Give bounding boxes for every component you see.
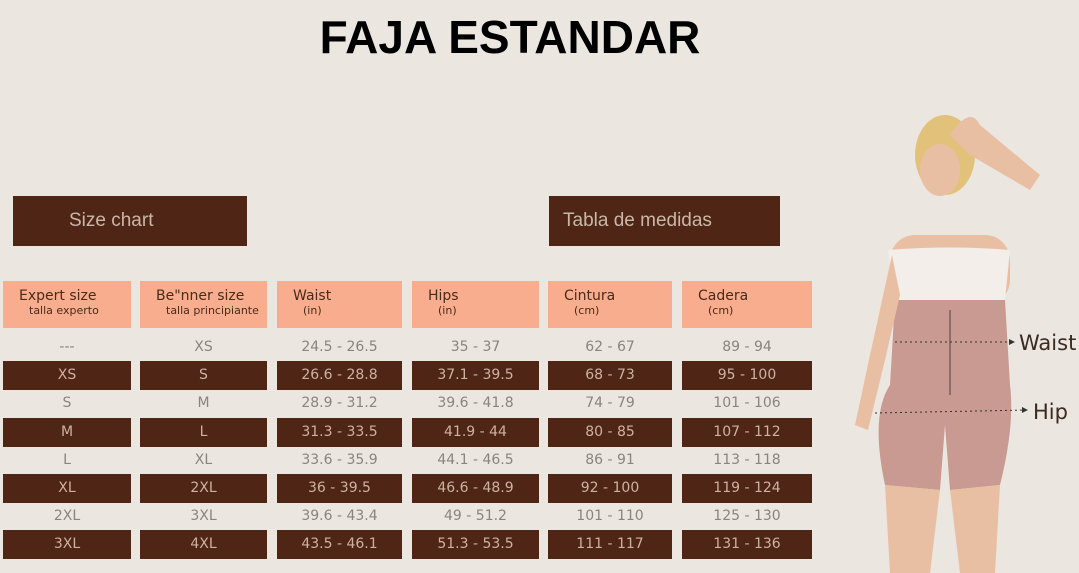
table-cell: 80 - 85 xyxy=(548,417,672,447)
banner: Tabla de medidas xyxy=(549,196,780,246)
table-cell: 3XL xyxy=(190,508,217,525)
table-cell: 68 - 73 xyxy=(548,361,672,391)
table-cell: 43.5 - 46.1 xyxy=(277,530,402,560)
header-name: Cintura xyxy=(564,288,616,304)
table-cell: L xyxy=(140,417,267,447)
table-cell: 2XL xyxy=(140,474,267,503)
header-sub: talla experto xyxy=(29,304,99,317)
table-cell: 101 - 110 xyxy=(576,508,644,525)
table-cell: XS xyxy=(194,339,213,355)
column-header: Hips (in) xyxy=(412,281,539,328)
table-cell: 37.1 - 39.5 xyxy=(412,361,539,391)
table-cell: 62 - 67 xyxy=(585,339,635,355)
column-header: Cadera (cm) xyxy=(682,281,812,328)
table-cell: M xyxy=(197,395,210,412)
model-figure xyxy=(855,115,1040,573)
table-cell: 46.6 - 48.9 xyxy=(412,474,539,503)
header-name: Cadera xyxy=(698,288,749,304)
header-sub: (cm) xyxy=(574,304,600,317)
header-name: Hips xyxy=(428,288,459,304)
table-cell: 24.5 - 26.5 xyxy=(301,339,378,355)
table-cell: 2XL xyxy=(53,508,81,525)
table-cell: 74 - 79 xyxy=(585,395,635,412)
column-header: Waist (in) xyxy=(277,281,402,328)
table-cell: 107 - 112 xyxy=(682,417,812,447)
header-sub: (in) xyxy=(303,304,322,317)
table-cell: 86 - 91 xyxy=(585,451,635,468)
header-sub: talla principiante xyxy=(166,304,259,317)
table-cell: 3XL xyxy=(3,530,131,560)
table-cell: 113 - 118 xyxy=(713,451,781,468)
table-cell: 44.1 - 46.5 xyxy=(437,451,514,468)
title: FAJA ESTANDAR xyxy=(319,11,701,63)
table-cell: S xyxy=(62,395,72,412)
column-header: Expert size talla experto xyxy=(3,281,131,328)
table-cell: XL xyxy=(3,474,131,503)
table-cell: 33.6 - 35.9 xyxy=(301,451,378,468)
figure-label: Hip xyxy=(1033,400,1068,424)
table-cell: 31.3 - 33.5 xyxy=(277,417,402,447)
table-cell: 89 - 94 xyxy=(722,339,772,355)
table-cell: 39.6 - 43.4 xyxy=(301,508,378,525)
header-name: Be"nner size xyxy=(156,288,245,304)
table-cell: 95 - 100 xyxy=(682,361,812,391)
table-cell: 41.9 - 44 xyxy=(412,417,539,447)
column-header: Cintura (cm) xyxy=(548,281,672,328)
table-cell: 111 - 117 xyxy=(548,530,672,560)
table-cell: 4XL xyxy=(140,530,267,560)
banner: Size chart xyxy=(13,196,247,246)
table-cell: 35 - 37 xyxy=(450,339,501,355)
table-cell: XL xyxy=(194,451,213,468)
table-cell: 26.6 - 28.8 xyxy=(277,361,402,391)
table-cell: 51.3 - 53.5 xyxy=(412,530,539,560)
header-sub: (in) xyxy=(438,304,457,317)
table-cell: S xyxy=(140,361,267,391)
table-cell: 131 - 136 xyxy=(682,530,812,560)
table-cell: L xyxy=(63,451,71,468)
table-cell: 39.6 - 41.8 xyxy=(437,395,514,412)
column-header: Be"nner size talla principiante xyxy=(140,281,267,328)
header-name: Expert size xyxy=(19,288,97,304)
table-cell: 92 - 100 xyxy=(548,474,672,503)
table-cell: XS xyxy=(3,361,131,391)
table-cell: 49 - 51.2 xyxy=(444,508,507,525)
header-sub: (cm) xyxy=(708,304,734,317)
table-cell: 28.9 - 31.2 xyxy=(301,395,378,412)
table-cell: 125 - 130 xyxy=(713,508,781,525)
table-cell: 36 - 39.5 xyxy=(277,474,402,503)
header-name: Waist xyxy=(293,288,332,304)
table-cell: --- xyxy=(59,339,75,355)
table-cell: M xyxy=(3,417,131,447)
figure-label: Waist xyxy=(1019,331,1077,355)
table-cell: 101 - 106 xyxy=(713,395,781,412)
table-cell: 119 - 124 xyxy=(682,474,812,503)
